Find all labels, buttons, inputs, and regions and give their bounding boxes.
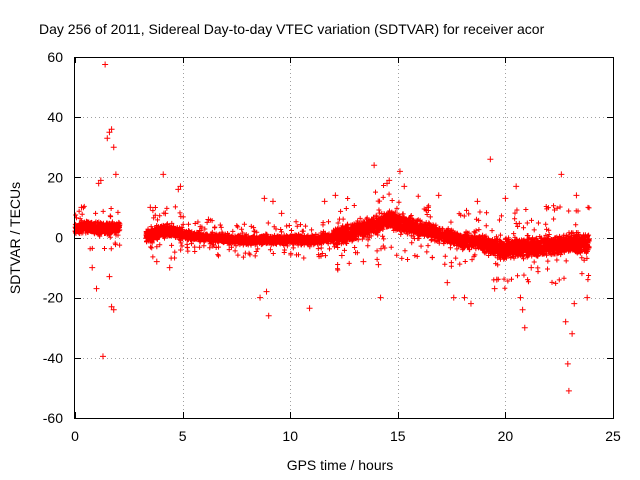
outlier-point <box>160 171 167 178</box>
outlier-point <box>384 180 391 187</box>
x-tick-label: 0 <box>71 428 79 444</box>
outlier-point <box>528 264 535 271</box>
outlier-point <box>261 195 268 202</box>
chart-title: Day 256 of 2011, Sidereal Day-to-day VTE… <box>39 21 545 37</box>
outlier-point <box>571 300 578 307</box>
x-tick-label: 10 <box>282 428 298 444</box>
outlier-point <box>435 192 442 199</box>
outlier-point <box>487 156 494 163</box>
outlier-point <box>521 324 528 331</box>
outlier-point <box>78 204 85 211</box>
outlier-point <box>102 61 109 68</box>
y-tick-label: 0 <box>55 230 63 246</box>
axis-ticks: 0 5 10 15 20 25 -60 -40 -20 0 20 40 60 <box>43 49 621 444</box>
outlier-point <box>166 264 173 271</box>
outlier-point <box>338 252 345 259</box>
outlier-point <box>321 198 328 205</box>
outlier-point <box>386 177 393 184</box>
outlier-point <box>513 183 520 190</box>
outlier-point <box>562 318 569 325</box>
outlier-point <box>265 312 272 319</box>
outlier-point <box>569 330 576 337</box>
y-tick-label: 40 <box>47 109 63 125</box>
outlier-point <box>95 180 102 187</box>
data-points <box>72 61 592 394</box>
outlier-point <box>278 210 285 217</box>
outlier-point <box>517 294 524 301</box>
y-tick-label: 60 <box>47 49 63 65</box>
y-tick-label: -40 <box>43 350 63 366</box>
outlier-point <box>97 177 104 184</box>
outlier-point <box>162 210 169 217</box>
outlier-point <box>491 285 498 292</box>
outlier-point <box>106 129 113 136</box>
outlier-point <box>564 360 571 367</box>
outlier-point <box>153 258 160 265</box>
plot-frame <box>74 57 614 419</box>
y-tick-label: 20 <box>47 169 63 185</box>
outlier-point <box>108 126 115 133</box>
outlier-point <box>89 264 96 271</box>
outlier-point <box>263 288 270 295</box>
outlier-point <box>332 192 339 199</box>
outlier-point <box>573 192 580 199</box>
outlier-point <box>147 204 154 211</box>
outlier-point <box>175 186 182 193</box>
outlier-point <box>558 171 565 178</box>
x-axis-label: GPS time / hours <box>287 457 394 473</box>
outlier-point <box>396 168 403 175</box>
outlier-point <box>110 144 117 151</box>
y-axis-label: SDTVAR / TECUs <box>7 182 23 294</box>
outlier-point <box>565 387 572 394</box>
outlier-point <box>584 294 591 301</box>
outlier-point <box>257 294 264 301</box>
outlier-point <box>177 183 184 190</box>
outlier-point <box>502 195 509 202</box>
outlier-point <box>104 135 111 142</box>
outlier-point <box>519 306 526 313</box>
outlier-point <box>360 258 367 265</box>
outlier-point <box>306 305 313 312</box>
x-tick-label: 15 <box>390 428 406 444</box>
outlier-point <box>112 171 119 178</box>
y-tick-label: -20 <box>43 290 63 306</box>
outlier-point <box>205 216 212 223</box>
outlier-point <box>269 198 276 205</box>
outlier-point <box>108 303 115 310</box>
outlier-point <box>377 294 384 301</box>
y-tick-label: -60 <box>43 410 63 426</box>
outlier-point <box>99 353 106 360</box>
outlier-point <box>474 198 481 205</box>
outlier-point <box>424 204 431 211</box>
outlier-point <box>371 162 378 169</box>
outlier-point <box>375 261 382 268</box>
outlier-point <box>450 294 457 301</box>
outlier-point <box>461 294 468 301</box>
outlier-point <box>110 306 117 313</box>
outlier-point <box>493 276 500 283</box>
outlier-point <box>467 300 474 307</box>
outlier-point <box>93 285 100 292</box>
outlier-point <box>106 273 113 280</box>
outlier-point <box>444 279 451 286</box>
outlier-point <box>401 183 408 190</box>
x-tick-label: 20 <box>498 428 514 444</box>
x-tick-label: 5 <box>179 428 187 444</box>
x-tick-label: 25 <box>605 428 621 444</box>
dense-data-band <box>72 182 592 291</box>
